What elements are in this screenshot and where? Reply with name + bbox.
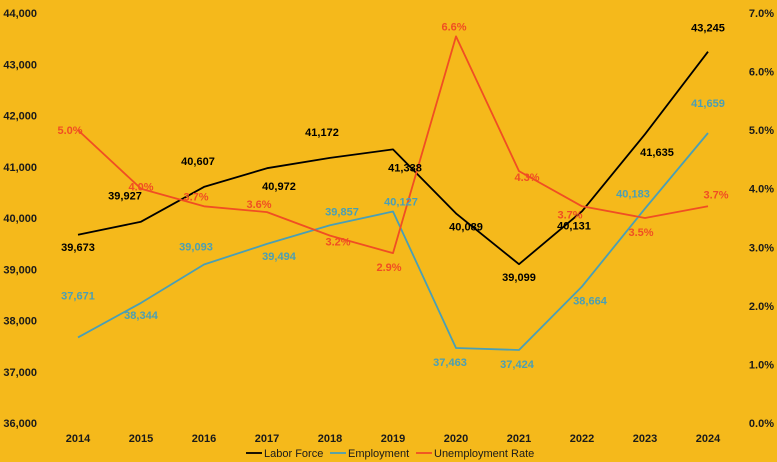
left-tick-label: 36,000 [3,418,37,430]
x-tick-label: 2019 [381,433,405,445]
employment-data-label: 38,664 [573,295,608,307]
unemployment-rate-data-label: 3.7% [557,209,582,221]
left-tick-label: 37,000 [3,367,37,379]
employment-data-label: 37,671 [61,290,95,302]
unemployment-rate-data-label: 5.0% [57,125,82,137]
labor-force-data-label: 43,245 [691,23,725,35]
x-tick-label: 2021 [507,433,531,445]
right-tick-label: 5.0% [749,125,774,137]
unemployment-rate-data-label: 3.7% [703,189,728,201]
labor-force-data-label: 41,338 [388,162,422,174]
data-labels: 39,673 39,927 40,607 40,972 41,172 41,338 40,0… [57,21,728,371]
labor-force-legend-label: Labor Force [264,448,323,460]
unemployment-rate-data-label: 3.5% [628,227,653,239]
left-tick-label: 38,000 [3,316,37,328]
right-tick-label: 7.0% [749,8,774,20]
unemployment-rate-data-label: 3.2% [325,237,350,249]
right-axis: 0.0% 1.0% 2.0% 3.0% 4.0% 5.0% 6.0% 7.0% [749,8,774,430]
employment-legend-label: Employment [348,448,409,460]
unemployment-rate-data-label: 4.3% [514,172,539,184]
series-lines [77,35,709,351]
labor-force-data-label: 39,099 [502,272,536,284]
left-tick-label: 44,000 [3,8,37,20]
right-tick-label: 3.0% [749,242,774,254]
employment-line [77,132,709,351]
employment-data-label: 38,344 [124,310,159,322]
labor-force-data-label: 41,172 [305,127,339,139]
unemployment-rate-data-label: 3.7% [183,191,208,203]
unemployment-rate-legend-label: Unemployment Rate [434,448,534,460]
employment-data-label: 40,127 [384,196,418,208]
right-tick-label: 6.0% [749,67,774,79]
labor-force-data-label: 41,635 [640,147,674,159]
unemployment-rate-data-label: 6.6% [441,21,466,33]
labor-force-data-label: 40,972 [262,181,296,193]
right-tick-label: 0.0% [749,418,774,430]
left-tick-label: 42,000 [3,111,37,123]
right-tick-label: 1.0% [749,359,774,371]
employment-data-label: 39,093 [179,241,213,253]
x-axis: 2014 2015 2016 2017 2018 2019 2020 2021 2022 2023… [66,433,721,445]
employment-data-label: 37,463 [433,357,467,369]
unemployment-rate-data-label: 2.9% [376,262,401,274]
x-tick-label: 2023 [633,433,657,445]
x-tick-label: 2020 [444,433,468,445]
labor-force-data-label: 39,927 [108,191,142,203]
right-tick-label: 4.0% [749,184,774,196]
x-tick-label: 2022 [570,433,594,445]
unemployment-rate-data-label: 3.6% [246,199,271,211]
x-tick-label: 2016 [192,433,216,445]
right-tick-label: 2.0% [749,301,774,313]
x-tick-label: 2015 [129,433,153,445]
unemployment-rate-data-label: 4.0% [128,182,153,194]
employment-data-label: 41,659 [691,98,725,110]
employment-data-label: 39,494 [262,251,297,263]
employment-data-label: 37,424 [500,359,535,371]
labor-force-line [77,51,709,266]
labor-force-data-label: 40,131 [557,220,591,232]
left-tick-label: 39,000 [3,264,37,276]
x-tick-label: 2018 [318,433,342,445]
labor-force-data-label: 40,607 [181,156,215,168]
left-tick-label: 40,000 [3,213,37,225]
left-axis: 36,000 37,000 38,000 39,000 40,000 41,000 42,0… [3,8,37,430]
left-tick-label: 43,000 [3,59,37,71]
employment-data-label: 39,857 [325,206,359,218]
unemployment-rate-line [77,35,709,255]
legend: Labor Force Employment Unemployment Rate [246,448,534,460]
employment-data-label: 40,183 [616,189,650,201]
left-tick-label: 41,000 [3,162,37,174]
x-tick-label: 2024 [696,433,721,445]
labor-force-data-label: 40,089 [449,221,483,233]
x-tick-label: 2017 [255,433,279,445]
labor-force-data-label: 39,673 [61,242,95,254]
x-tick-label: 2014 [66,433,91,445]
